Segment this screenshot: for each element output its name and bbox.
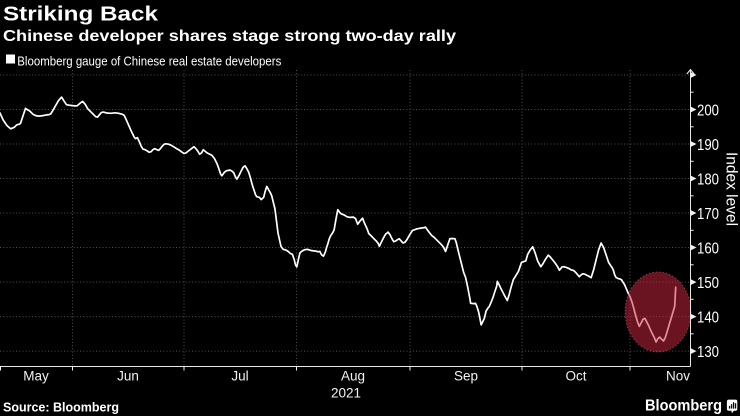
svg-text:Oct: Oct xyxy=(565,369,586,384)
svg-text:Jun: Jun xyxy=(117,369,139,384)
svg-text:180: 180 xyxy=(697,172,719,189)
svg-text:130: 130 xyxy=(697,344,719,361)
svg-text:Index level: Index level xyxy=(723,152,740,226)
svg-text:Sep: Sep xyxy=(454,369,478,384)
svg-text:200: 200 xyxy=(697,103,719,120)
svg-text:160: 160 xyxy=(697,241,719,258)
svg-text:Jul: Jul xyxy=(231,369,248,384)
svg-text:Bloomberg: Bloomberg xyxy=(645,398,722,415)
svg-text:170: 170 xyxy=(697,206,719,223)
svg-text:Bloomberg gauge of Chinese rea: Bloomberg gauge of Chinese real estate d… xyxy=(17,54,281,69)
svg-text:Aug: Aug xyxy=(341,369,365,384)
svg-text:2021: 2021 xyxy=(331,386,361,401)
svg-text:May: May xyxy=(23,369,49,384)
svg-text:Nov: Nov xyxy=(666,369,690,384)
svg-text:190: 190 xyxy=(697,137,719,154)
svg-text:Chinese developer shares stage: Chinese developer shares stage strong tw… xyxy=(3,28,456,45)
svg-text:Source: Bloomberg: Source: Bloomberg xyxy=(3,400,119,414)
svg-text:Striking Back: Striking Back xyxy=(3,3,159,26)
svg-text:150: 150 xyxy=(697,275,719,292)
svg-text:140: 140 xyxy=(697,310,719,327)
